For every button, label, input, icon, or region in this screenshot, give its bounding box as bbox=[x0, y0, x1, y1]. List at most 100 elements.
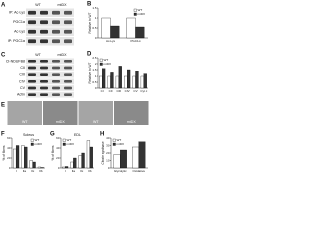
x-tick-label: Oxidative bbox=[132, 169, 145, 173]
y-tick-label: 1 bbox=[95, 74, 97, 78]
bar bbox=[29, 160, 33, 169]
bar bbox=[81, 152, 85, 169]
legend-label: WT bbox=[104, 58, 109, 62]
x-tick-label: IIb bbox=[88, 169, 92, 173]
bar bbox=[86, 140, 91, 169]
blot-band bbox=[40, 80, 48, 83]
blot-band bbox=[52, 10, 60, 15]
blot-band bbox=[52, 73, 60, 76]
row-label: IP: Ac-Lys bbox=[9, 11, 25, 15]
em-label: mtDX bbox=[56, 120, 66, 124]
blot-band bbox=[40, 93, 48, 96]
y-tick-label: 1.5 bbox=[92, 6, 97, 10]
row-label: IP: PGC1α bbox=[8, 39, 25, 43]
legend-label: WT bbox=[138, 8, 143, 12]
y-tick-label: 20 bbox=[56, 156, 60, 160]
y-tick-label: 0 bbox=[58, 166, 60, 170]
blot-strip bbox=[26, 27, 74, 36]
row-label: CI-NDUFB8 bbox=[6, 59, 25, 63]
blot-band bbox=[40, 10, 48, 15]
blot-band bbox=[40, 66, 48, 70]
bar bbox=[140, 75, 144, 89]
blot-band bbox=[52, 60, 60, 63]
bar bbox=[113, 154, 121, 169]
legend-label: WT bbox=[67, 138, 72, 142]
blot-band bbox=[40, 29, 48, 34]
bar bbox=[64, 166, 69, 169]
em-image bbox=[114, 101, 149, 125]
legend-swatch bbox=[99, 58, 103, 62]
bar bbox=[135, 26, 145, 39]
lane-label: WT bbox=[35, 53, 41, 57]
em-label: WT bbox=[93, 120, 99, 124]
x-tick-label: Ac-Lys bbox=[106, 39, 116, 43]
row-label: CII bbox=[20, 66, 25, 70]
legend-label: WT bbox=[117, 138, 122, 142]
blot-band bbox=[28, 93, 36, 96]
y-tick-label: 0.5 bbox=[92, 80, 97, 84]
legend-swatch bbox=[112, 142, 116, 146]
row-label: Ac-Lys bbox=[14, 30, 25, 34]
blot-band bbox=[52, 93, 60, 96]
chart-title: EDL bbox=[74, 133, 81, 137]
legend-label: mtDX bbox=[117, 142, 125, 146]
legend-swatch bbox=[62, 138, 66, 142]
blot-band bbox=[40, 20, 48, 25]
x-tick-label: Cyt c bbox=[140, 89, 147, 93]
legend-swatch bbox=[112, 138, 116, 142]
blot-band bbox=[64, 86, 72, 90]
bar bbox=[118, 66, 122, 89]
y-axis-label: Relative to WT bbox=[88, 12, 92, 33]
panel-label: A bbox=[1, 3, 6, 9]
y-tick-label: 0.5 bbox=[92, 26, 97, 30]
x-tick-label: IIb bbox=[39, 169, 43, 173]
y-tick-label: 2 bbox=[95, 62, 97, 66]
bar bbox=[40, 167, 44, 169]
bar bbox=[110, 72, 114, 89]
blot-band bbox=[52, 86, 60, 90]
row-label: Actin bbox=[17, 93, 25, 97]
em-label: WT bbox=[22, 120, 28, 124]
panel-label: F bbox=[1, 132, 5, 138]
bar bbox=[89, 146, 93, 169]
blot-band bbox=[64, 20, 72, 25]
y-tick-label: 30 bbox=[106, 143, 110, 147]
bar bbox=[138, 141, 146, 169]
panel-label: E bbox=[1, 103, 5, 109]
x-tick-label: CI bbox=[101, 89, 104, 93]
x-tick-label: I bbox=[65, 169, 66, 173]
bar bbox=[99, 75, 103, 89]
y-tick-label: 40 bbox=[7, 146, 11, 150]
lane-label: mtDX bbox=[58, 3, 68, 7]
blot-band bbox=[52, 20, 60, 25]
blot-band bbox=[40, 39, 48, 44]
y-axis-label: Citrate synthase bbox=[101, 141, 105, 164]
y-tick-label: 40 bbox=[106, 136, 110, 140]
bar bbox=[124, 75, 128, 89]
blot-band bbox=[52, 80, 60, 83]
blot-band bbox=[28, 60, 36, 63]
x-tick-label: CII bbox=[109, 89, 113, 93]
bar bbox=[70, 161, 74, 169]
bar bbox=[15, 145, 20, 169]
y-axis-label: Relative to WT bbox=[88, 62, 92, 83]
panel-label: B bbox=[87, 2, 92, 8]
bar bbox=[127, 69, 131, 89]
bar bbox=[62, 166, 66, 169]
lane-label: mtDX bbox=[58, 53, 68, 57]
y-tick-label: 0 bbox=[95, 36, 97, 40]
y-tick-label: 60 bbox=[7, 136, 11, 140]
blot-band bbox=[64, 60, 72, 63]
blot-band bbox=[28, 39, 36, 44]
bar bbox=[101, 17, 111, 39]
legend-swatch bbox=[133, 8, 137, 12]
blot-band bbox=[64, 66, 72, 70]
blot-band bbox=[28, 80, 36, 83]
row-label: CIII bbox=[19, 73, 25, 77]
blot-band bbox=[28, 10, 36, 15]
panel-label: D bbox=[87, 52, 92, 58]
y-axis-label: % of fibers bbox=[51, 145, 55, 160]
blot-band bbox=[28, 20, 36, 25]
blot-band bbox=[64, 29, 72, 34]
